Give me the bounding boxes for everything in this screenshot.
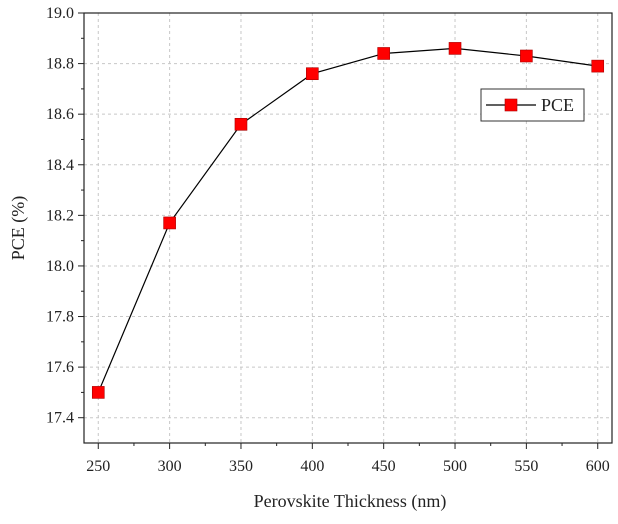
- y-tick-label: 17.6: [46, 359, 74, 376]
- x-tick-label: 400: [300, 458, 324, 475]
- data-point-marker: [448, 42, 462, 55]
- data-point-marker: [91, 386, 105, 399]
- y-tick-label: 18.4: [46, 157, 74, 174]
- y-tick-label: 19.0: [46, 5, 74, 22]
- y-axis-title: PCE (%): [8, 196, 29, 261]
- data-point-marker: [306, 67, 319, 81]
- x-tick-label: 500: [443, 458, 467, 475]
- y-tick-label: 18.2: [46, 207, 74, 224]
- legend-marker: [504, 98, 518, 112]
- series-line: [97, 47, 598, 393]
- x-tick-label: 600: [586, 458, 610, 475]
- data-point-marker: [163, 216, 176, 230]
- x-tick-label: 250: [86, 458, 110, 475]
- y-tick-label: 18.8: [46, 56, 74, 73]
- y-tick-label: 17.8: [46, 309, 74, 326]
- x-tick-label: 350: [229, 458, 253, 475]
- x-axis-title: Perovskite Thickness (nm): [254, 491, 447, 512]
- axes: [83, 12, 613, 444]
- legend: PCE: [480, 88, 585, 122]
- data-point-marker: [520, 49, 533, 63]
- data-point-marker: [377, 47, 390, 60]
- data-point-marker: [234, 117, 248, 131]
- x-tick-label: 550: [514, 458, 538, 475]
- x-tick-label: 300: [158, 458, 182, 475]
- grid: [84, 12, 612, 443]
- y-tick-label: 17.4: [46, 410, 74, 427]
- legend-label: PCE: [541, 95, 574, 115]
- x-tick-label: 450: [372, 458, 396, 475]
- series-pce: [91, 42, 605, 399]
- ticks: 250 300 350 400 450 500 550 600 17.4 17.6 17.8 18.0…: [46, 5, 610, 475]
- plot-frame: [83, 12, 613, 444]
- y-tick-label: 18.6: [46, 106, 74, 123]
- data-point-marker: [591, 59, 605, 73]
- y-tick-label: 18.0: [46, 258, 74, 275]
